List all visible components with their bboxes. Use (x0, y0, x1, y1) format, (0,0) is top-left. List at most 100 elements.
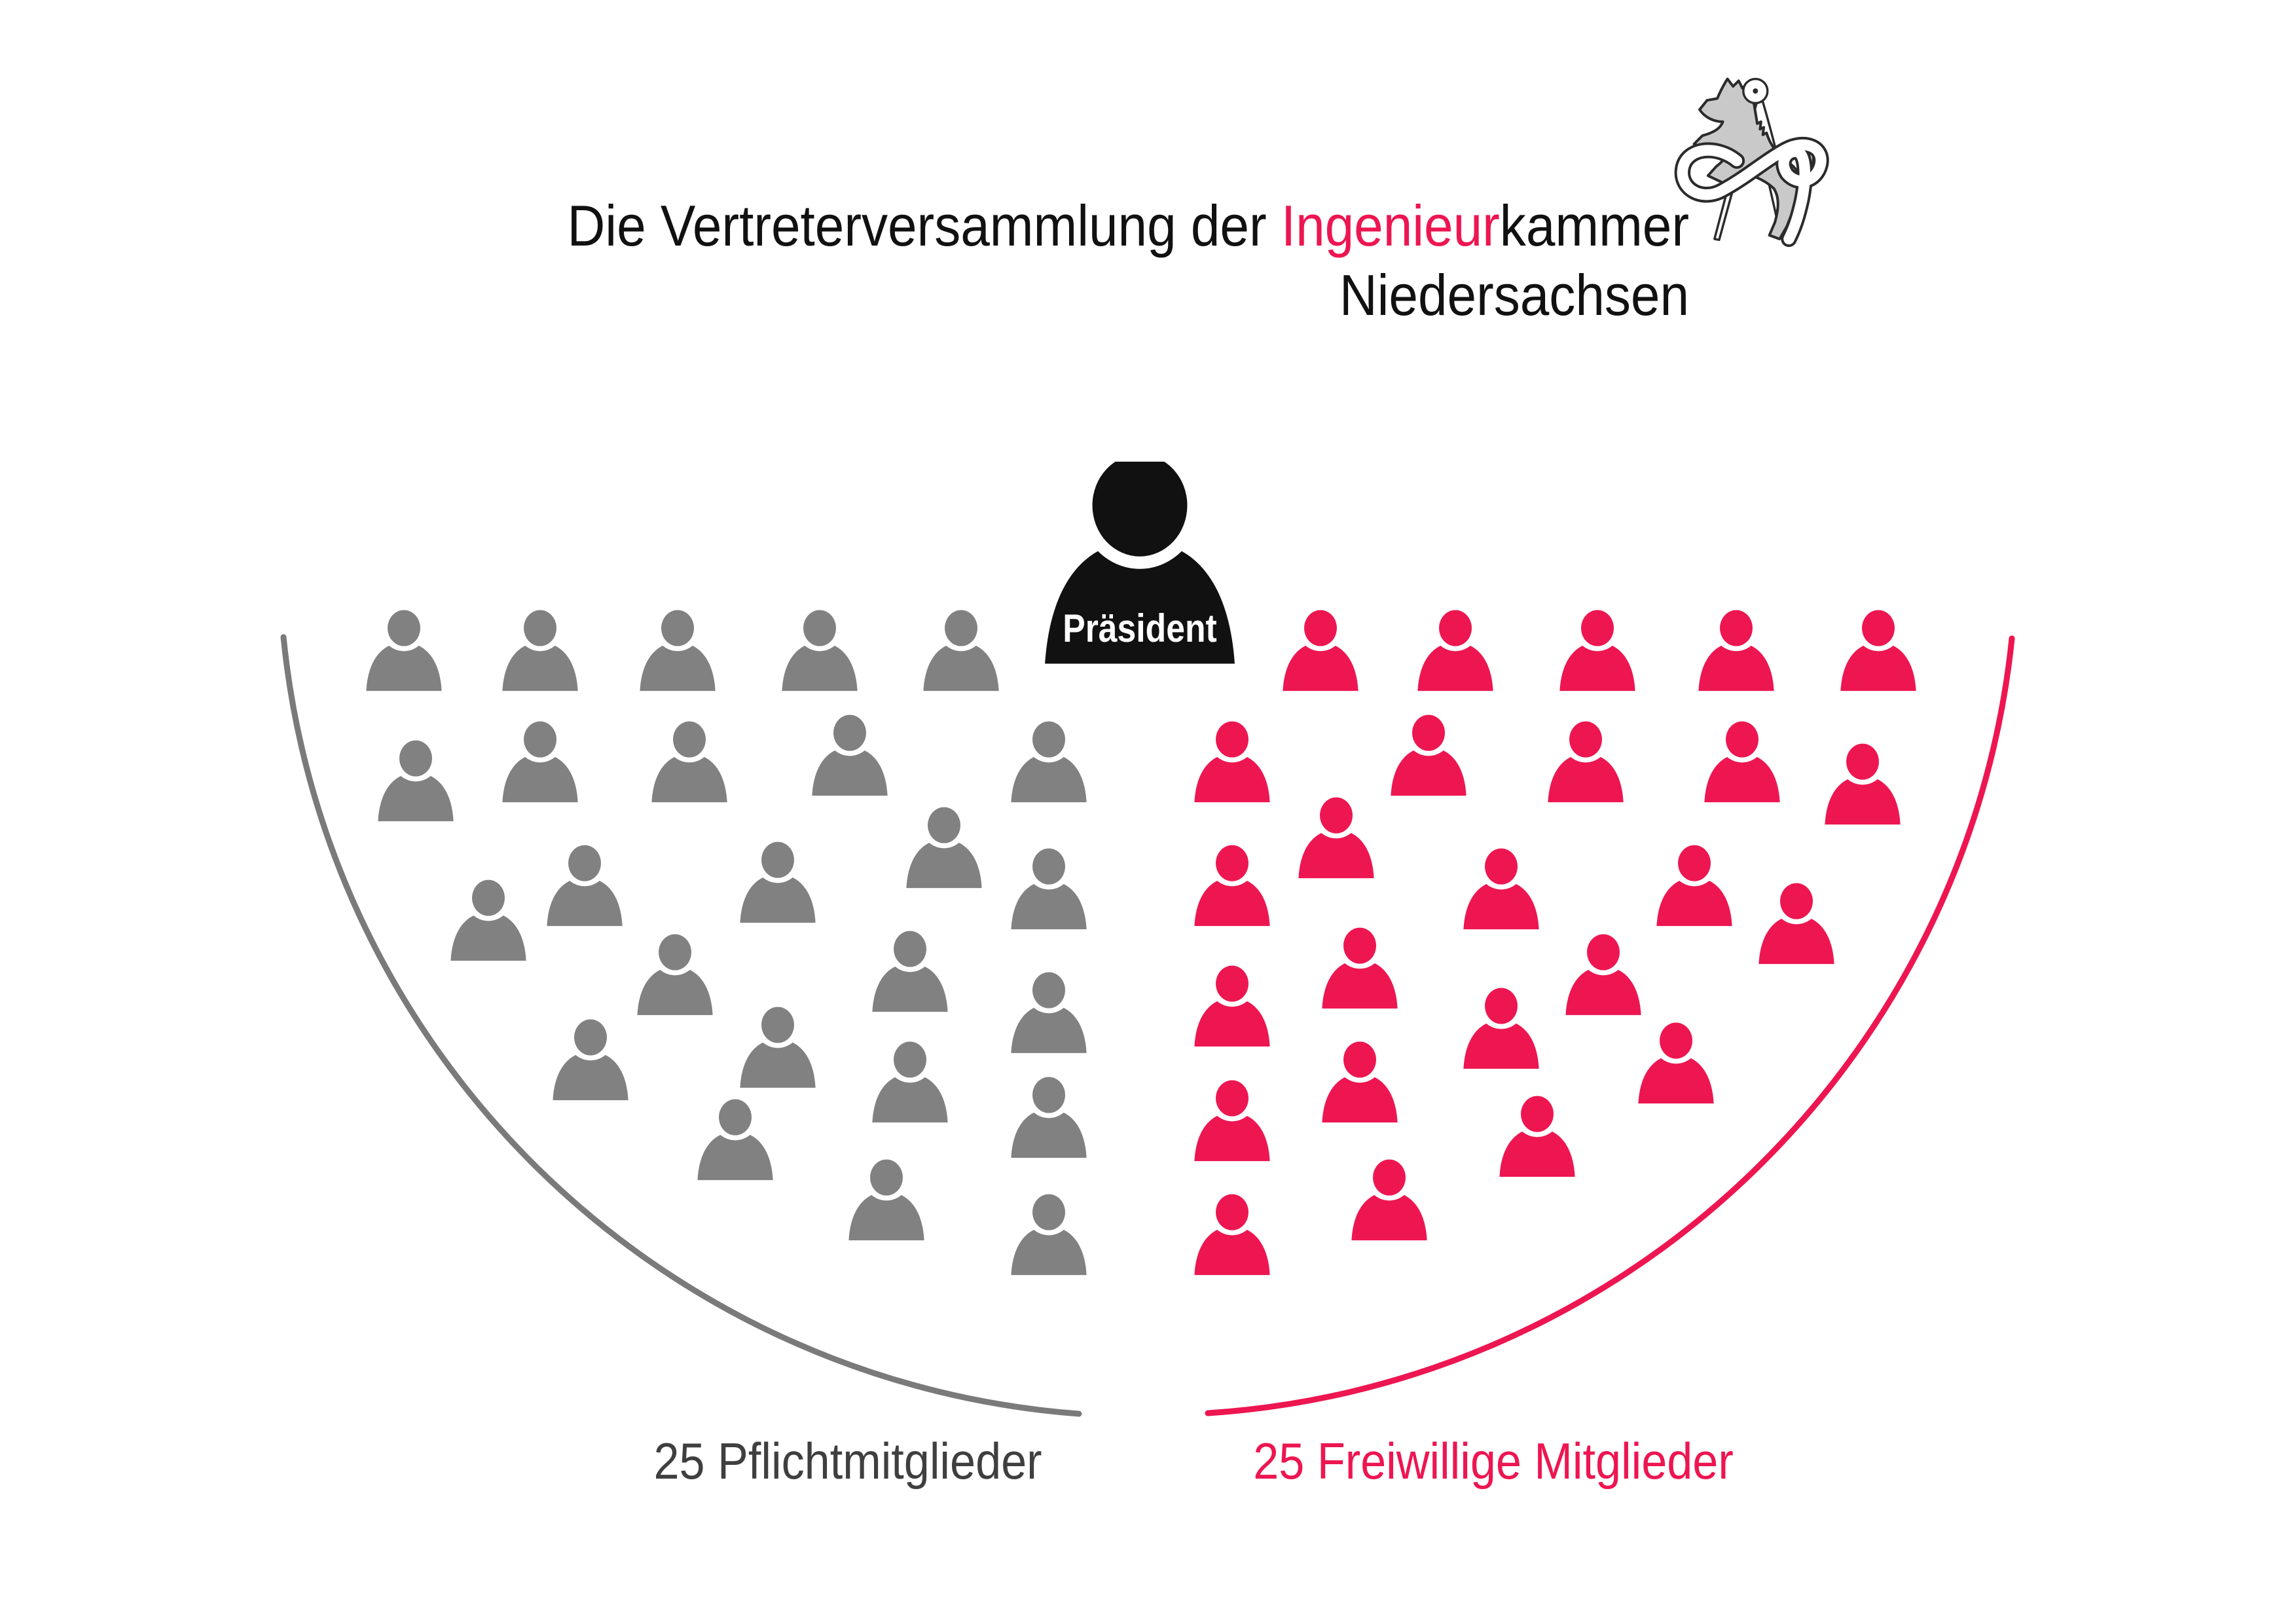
member-figure-svg (1298, 797, 1374, 879)
member-icon-pflichtmitglied (362, 610, 446, 693)
member-body (450, 912, 526, 961)
title-suffix: kammer (1499, 193, 1689, 258)
member-icon-pflichtmitglied (1007, 1077, 1091, 1160)
member-head (568, 845, 601, 881)
member-head (1032, 848, 1065, 885)
member-body (1758, 915, 1834, 965)
member-head (1485, 848, 1518, 885)
member-body (1638, 1054, 1714, 1104)
member-icon-freiwilliges-mitglied (1190, 845, 1274, 929)
member-figure-svg (651, 721, 727, 803)
member-head (1581, 610, 1614, 646)
member-head (1216, 1194, 1248, 1230)
member-figure-svg (1011, 1077, 1087, 1158)
member-body (637, 966, 713, 1016)
member-icon-freiwilliges-mitglied (1694, 610, 1778, 693)
compass-pivot-dot (1753, 88, 1758, 94)
member-body (1391, 747, 1467, 796)
member-head (1032, 1077, 1065, 1113)
member-head (1726, 721, 1758, 758)
member-body (1825, 775, 1901, 825)
member-body (812, 747, 888, 796)
president-body (1045, 540, 1235, 664)
title-line-2: Niedersachsen (1339, 263, 1689, 327)
member-figure-svg (1322, 1041, 1398, 1123)
member-figure-svg (640, 610, 716, 692)
member-body (1011, 880, 1087, 930)
member-figure-svg (848, 1159, 924, 1241)
member-icon-pflichtmitglied (736, 841, 820, 925)
member-body (872, 1073, 948, 1123)
member-icon-freiwilliges-mitglied (1294, 797, 1378, 881)
member-head (803, 610, 836, 646)
member-icon-pflichtmitglied (868, 931, 952, 1014)
page-title: Die Vertreterversammlung der Ingenieurka… (567, 191, 1689, 330)
member-head (928, 807, 960, 843)
member-body (1298, 829, 1374, 879)
member-body (1499, 1128, 1575, 1177)
member-head (673, 721, 706, 758)
member-body (502, 642, 578, 692)
member-head (1216, 845, 1248, 881)
member-head (945, 610, 977, 646)
member-icon-freiwilliges-mitglied (1190, 721, 1274, 805)
member-head (472, 879, 505, 916)
member-head (399, 740, 432, 777)
member-body (782, 642, 858, 692)
member-head (1720, 610, 1753, 646)
member-head (1216, 721, 1248, 758)
member-head (1587, 934, 1620, 970)
member-icon-freiwilliges-mitglied (1387, 714, 1470, 798)
member-body (502, 753, 578, 803)
president-head (1092, 462, 1188, 557)
member-figure-svg (1825, 743, 1901, 825)
member-figure-svg (782, 610, 858, 692)
member-icon-freiwilliges-mitglied (1347, 1159, 1431, 1243)
member-figure-svg (1283, 610, 1358, 692)
member-icon-freiwilliges-mitglied (1755, 883, 1838, 967)
title-line-1: Die Vertreterversammlung der Ingenieurka… (567, 191, 1689, 261)
member-figure-svg (1463, 848, 1539, 930)
member-head (833, 714, 866, 751)
member-figure-svg (502, 610, 578, 692)
member-head (1485, 987, 1518, 1024)
member-figure-svg (872, 931, 948, 1012)
member-body (1322, 959, 1398, 1009)
member-figure-svg (1656, 845, 1732, 927)
member-body (640, 642, 716, 692)
member-head (761, 841, 794, 878)
member-body (1011, 1004, 1087, 1054)
member-body (1704, 753, 1780, 803)
member-figure-svg (1322, 927, 1398, 1009)
member-head (1216, 965, 1248, 1002)
member-figure-svg (1758, 883, 1834, 965)
member-icon-pflichtmitglied (543, 845, 627, 929)
member-figure-svg (1463, 987, 1539, 1069)
member-icon-freiwilliges-mitglied (1634, 1022, 1718, 1106)
left-group-label-text: 25 Pflichtmitglieder (653, 1432, 1042, 1490)
member-figure-svg (502, 721, 578, 803)
member-icon-pflichtmitglied (902, 807, 986, 891)
right-group-label-text: 25 Freiwillige Mitglieder (1253, 1432, 1734, 1490)
member-icon-pflichtmitglied (693, 1099, 777, 1183)
right-group-label: 25 Freiwillige Mitglieder (1227, 1435, 1760, 1486)
member-figure-svg (1559, 610, 1635, 692)
member-head (761, 1006, 794, 1043)
member-icon-freiwilliges-mitglied (1561, 934, 1645, 1018)
member-figure-svg (740, 841, 816, 923)
member-icon-freiwilliges-mitglied (1190, 1194, 1274, 1278)
title-prefix: Die Vertreterversammlung der (567, 193, 1281, 258)
member-head (388, 610, 420, 646)
ribbon-icon (1674, 136, 1829, 248)
member-body (1565, 966, 1641, 1016)
member-head (524, 721, 556, 758)
member-body (1194, 997, 1270, 1047)
member-body (553, 1051, 629, 1101)
member-figure-svg (697, 1099, 773, 1181)
member-body (1011, 1109, 1087, 1158)
member-icon-freiwilliges-mitglied (1821, 743, 1904, 827)
member-figure-svg (1011, 848, 1087, 930)
member-figure-svg (553, 1019, 629, 1101)
member-head (1032, 721, 1065, 758)
member-head (574, 1019, 607, 1056)
